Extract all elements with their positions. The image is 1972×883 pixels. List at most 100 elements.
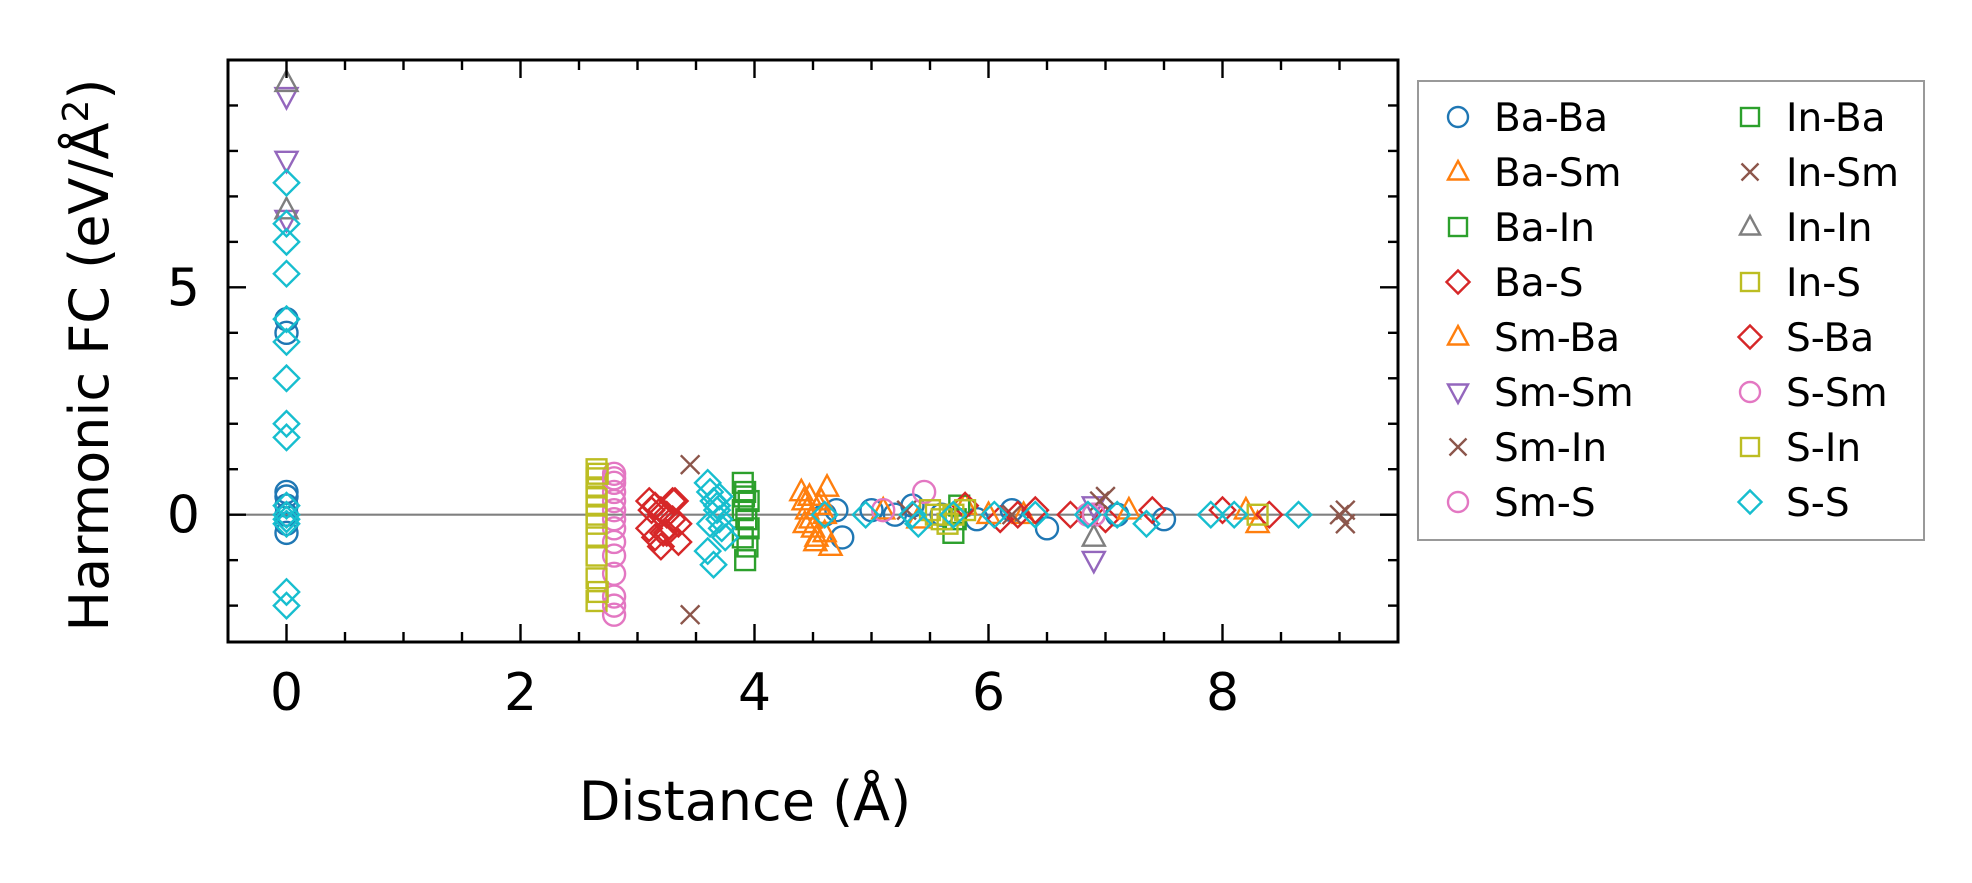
y-tick-label: 0 [167, 486, 200, 546]
legend-label: Sm-Ba [1494, 316, 1620, 361]
legend-item: In-In [1737, 206, 1873, 251]
series-s-in [586, 462, 947, 604]
legend-marker [1736, 488, 1764, 516]
x-axis-label: Distance (Å) [579, 769, 911, 833]
data-point [705, 482, 734, 511]
legend-marker [1444, 268, 1472, 296]
data-point [1080, 496, 1107, 521]
data-point [648, 518, 678, 548]
legend-label: Sm-In [1494, 426, 1607, 471]
data-point [652, 518, 682, 548]
data-point [660, 486, 690, 516]
data-point [640, 523, 670, 552]
data-point [585, 544, 608, 567]
legend-label: In-Ba [1786, 96, 1886, 141]
data-point [273, 150, 300, 175]
legend-item: S-Ba [1736, 316, 1874, 361]
legend-item: In-Sm [1740, 151, 1899, 196]
legend-label: In-Sm [1786, 151, 1899, 196]
y-axis-label-main: Harmonic FC (eV/Å [57, 122, 121, 631]
data-point [702, 495, 732, 525]
legend-marker [1448, 437, 1468, 457]
data-point [851, 500, 880, 530]
legend-marker [1445, 158, 1471, 181]
x-tick-label: 2 [504, 663, 537, 723]
data-point [274, 520, 299, 546]
data-point [272, 209, 301, 239]
data-point [679, 604, 701, 625]
series-sm-sm [273, 86, 1107, 575]
legend-marker [1737, 213, 1763, 236]
legend-label: S-In [1786, 426, 1861, 471]
data-point [1219, 500, 1249, 530]
legend-label: S-Ba [1786, 316, 1874, 361]
legend-marker [1446, 490, 1470, 514]
y-axis-label: Harmonic FC (eV/Å2) [56, 79, 122, 632]
data-point [734, 549, 757, 572]
data-point [790, 486, 817, 511]
legend-item: In-S [1739, 261, 1861, 306]
data-point [980, 500, 1009, 530]
data-point [702, 491, 732, 520]
legend-item: Ba-S [1444, 261, 1583, 306]
data-point [1208, 495, 1237, 525]
data-point [601, 543, 627, 568]
data-point [870, 495, 897, 520]
data-point [273, 195, 300, 220]
data-point [693, 536, 723, 566]
data-point [646, 500, 676, 530]
legend-marker [1739, 271, 1761, 293]
data-point [601, 584, 627, 609]
legend-marker [1738, 380, 1762, 404]
data-point [272, 304, 301, 334]
data-point [586, 462, 609, 485]
data-point [601, 497, 627, 523]
data-point [930, 508, 953, 531]
series-s-s [272, 168, 1313, 620]
data-point [1080, 550, 1107, 575]
data-point [1091, 504, 1120, 534]
data-point [272, 491, 301, 520]
data-point [732, 485, 756, 508]
legend-marker [1740, 162, 1760, 182]
legend-label: Ba-Ba [1494, 96, 1608, 141]
y-axis-label-end: ) [58, 79, 121, 100]
legend-item: Ba-Ba [1446, 96, 1608, 141]
legend-marker [1445, 383, 1471, 406]
data-point [699, 550, 728, 580]
legend-item: S-In [1739, 426, 1861, 471]
data-point [585, 526, 608, 549]
data-point [273, 86, 300, 111]
legend-item: Ba-Sm [1445, 151, 1621, 196]
legend-marker [1446, 105, 1470, 129]
data-point [791, 509, 818, 534]
legend-box [1417, 80, 1925, 541]
data-point [274, 306, 299, 332]
data-point [274, 320, 299, 346]
legend-item: S-Sm [1738, 371, 1888, 416]
data-point [803, 522, 830, 547]
data-point [601, 529, 627, 555]
data-point [811, 500, 838, 525]
legend-label: Sm-S [1494, 481, 1596, 526]
data-point [710, 523, 740, 552]
legend-marker [1736, 323, 1764, 351]
data-point [637, 495, 666, 525]
data-point [601, 602, 627, 627]
series-in-s [585, 458, 1269, 613]
data-point [272, 504, 301, 534]
legend-item: Ba-In [1447, 206, 1595, 251]
data-point [601, 593, 627, 618]
legend-label: S-Sm [1786, 371, 1888, 416]
data-point [273, 68, 300, 93]
data-point [814, 472, 841, 497]
data-point [272, 327, 301, 357]
data-point [585, 512, 608, 535]
data-point [1284, 500, 1313, 530]
data-point [810, 500, 840, 530]
x-tick-label: 8 [1206, 663, 1239, 723]
data-point [1001, 504, 1023, 525]
legend: Ba-Ba Ba-Sm Ba-In Ba-S Sm-Ba Sm-Sm Sm-In Sm-S In… [1417, 80, 1925, 541]
data-point [1073, 500, 1103, 530]
